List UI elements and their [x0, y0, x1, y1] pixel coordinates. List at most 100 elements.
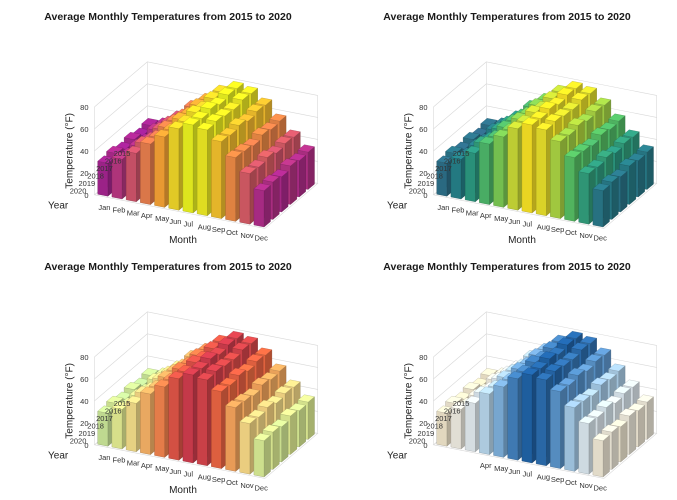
chart-panel: Average Monthly Temperatures from 2015 t…: [44, 11, 319, 246]
year-tick-label: 2019: [78, 179, 95, 188]
year-tick-label: 2015: [114, 149, 131, 158]
month-tick-label: Feb: [452, 206, 465, 215]
z-tick-label: 40: [80, 147, 88, 156]
month-tick-label: Feb: [113, 456, 126, 465]
year-tick-label: 2016: [105, 156, 122, 165]
month-tick-label: Nov: [240, 231, 254, 240]
year-tick-label: 2016: [444, 406, 461, 415]
month-tick-label: Mar: [127, 458, 140, 467]
z-axis-label: Temperature (°F): [65, 363, 76, 439]
month-tick-label: Mar: [466, 208, 479, 217]
z-tick-label: 0: [84, 441, 88, 450]
z-tick-label: 40: [419, 397, 427, 406]
bar: [225, 150, 243, 222]
chart-title: Average Monthly Temperatures from 2015 t…: [383, 261, 631, 273]
month-tick-label: Oct: [565, 478, 578, 487]
month-tick-label: Jun: [169, 217, 181, 226]
month-tick-label: Jul: [523, 220, 533, 229]
year-tick-label: 2015: [114, 399, 131, 408]
month-tick-label: Nov: [240, 481, 254, 490]
month-axis-label: Month: [169, 235, 197, 246]
month-tick-label: May: [155, 214, 169, 223]
bar: [154, 129, 172, 208]
year-tick-label: 2020: [409, 436, 426, 445]
year-tick-label: 2019: [417, 429, 434, 438]
z-tick-label: 80: [419, 103, 427, 112]
year-tick-label: 2020: [70, 436, 87, 445]
year-tick-label: 2017: [96, 414, 113, 423]
month-tick-label: Jul: [184, 220, 194, 229]
year-tick-label: 2020: [70, 186, 87, 195]
year-tick-label: 2020: [409, 186, 426, 195]
z-tick-label: 40: [419, 147, 427, 156]
month-tick-label: Oct: [226, 228, 239, 237]
month-tick-label: Sep: [551, 225, 564, 234]
month-tick-label: Apr: [141, 211, 153, 220]
bar: [592, 433, 610, 478]
month-tick-label: Jan: [98, 203, 110, 212]
year-tick-label: 2019: [417, 179, 434, 188]
month-tick-label: Aug: [537, 472, 550, 481]
month-tick-label: Apr: [141, 461, 153, 470]
z-tick-label: 0: [423, 191, 427, 200]
month-tick-label: Jun: [508, 467, 520, 476]
z-tick-label: 80: [80, 353, 88, 362]
month-tick-label: Nov: [579, 481, 593, 490]
chart-panel: Average Monthly Temperatures from 2015 t…: [383, 261, 658, 493]
bar: [239, 166, 257, 225]
year-tick-label: 2018: [426, 171, 443, 180]
year-tick-label: 2018: [87, 171, 104, 180]
z-tick-label: 80: [80, 103, 88, 112]
z-tick-label: 20: [419, 169, 427, 178]
month-tick-label: Dec: [255, 484, 269, 493]
bar: [507, 121, 525, 211]
z-tick-label: 40: [80, 397, 88, 406]
month-tick-label: Apr: [480, 211, 492, 220]
month-tick-label: Jun: [508, 217, 520, 226]
chart-title: Average Monthly Temperatures from 2015 t…: [383, 11, 631, 23]
z-tick-label: 60: [419, 375, 427, 384]
month-tick-label: May: [494, 214, 508, 223]
z-tick-label: 60: [419, 125, 427, 134]
year-tick-label: 2016: [444, 156, 461, 165]
month-tick-label: Jul: [184, 470, 194, 479]
month-tick-label: Jul: [523, 470, 533, 479]
z-tick-label: 20: [419, 419, 427, 428]
z-axis-label: Temperature (°F): [65, 113, 76, 189]
month-tick-label: Dec: [594, 484, 608, 493]
year-tick-label: 2016: [105, 406, 122, 415]
z-tick-label: 20: [80, 419, 88, 428]
month-tick-label: Jun: [169, 467, 181, 476]
year-tick-label: 2018: [426, 421, 443, 430]
month-tick-label: Feb: [113, 206, 126, 215]
month-tick-label: May: [494, 464, 508, 473]
z-axis-label: Temperature (°F): [404, 363, 415, 439]
month-tick-label: Nov: [579, 231, 593, 240]
year-tick-label: 2017: [435, 414, 452, 423]
bar: [97, 405, 115, 447]
month-axis-label: Month: [508, 235, 536, 246]
month-axis-label: Month: [169, 485, 197, 496]
z-tick-label: 0: [84, 191, 88, 200]
month-tick-label: Sep: [551, 475, 564, 484]
year-tick-label: 2017: [435, 164, 452, 173]
chart-title: Average Monthly Temperatures from 2015 t…: [44, 11, 292, 23]
bar: [253, 183, 271, 228]
month-tick-label: Dec: [594, 234, 608, 243]
year-tick-label: 2015: [453, 149, 470, 158]
month-tick-label: Oct: [565, 228, 578, 237]
year-tick-label: 2019: [78, 429, 95, 438]
bar: [592, 183, 610, 228]
chart-panel: Average Monthly Temperatures from 2015 t…: [383, 11, 658, 246]
z-tick-label: 60: [80, 125, 88, 134]
month-tick-label: Jan: [437, 203, 449, 212]
bar: [253, 433, 271, 478]
z-tick-label: 80: [419, 353, 427, 362]
z-tick-label: 0: [423, 441, 427, 450]
month-tick-label: May: [155, 464, 169, 473]
month-tick-label: Aug: [537, 222, 550, 231]
year-axis-label: Year: [48, 451, 69, 462]
year-axis-label: Year: [387, 451, 408, 462]
z-tick-label: 20: [80, 169, 88, 178]
month-tick-label: Mar: [127, 208, 140, 217]
